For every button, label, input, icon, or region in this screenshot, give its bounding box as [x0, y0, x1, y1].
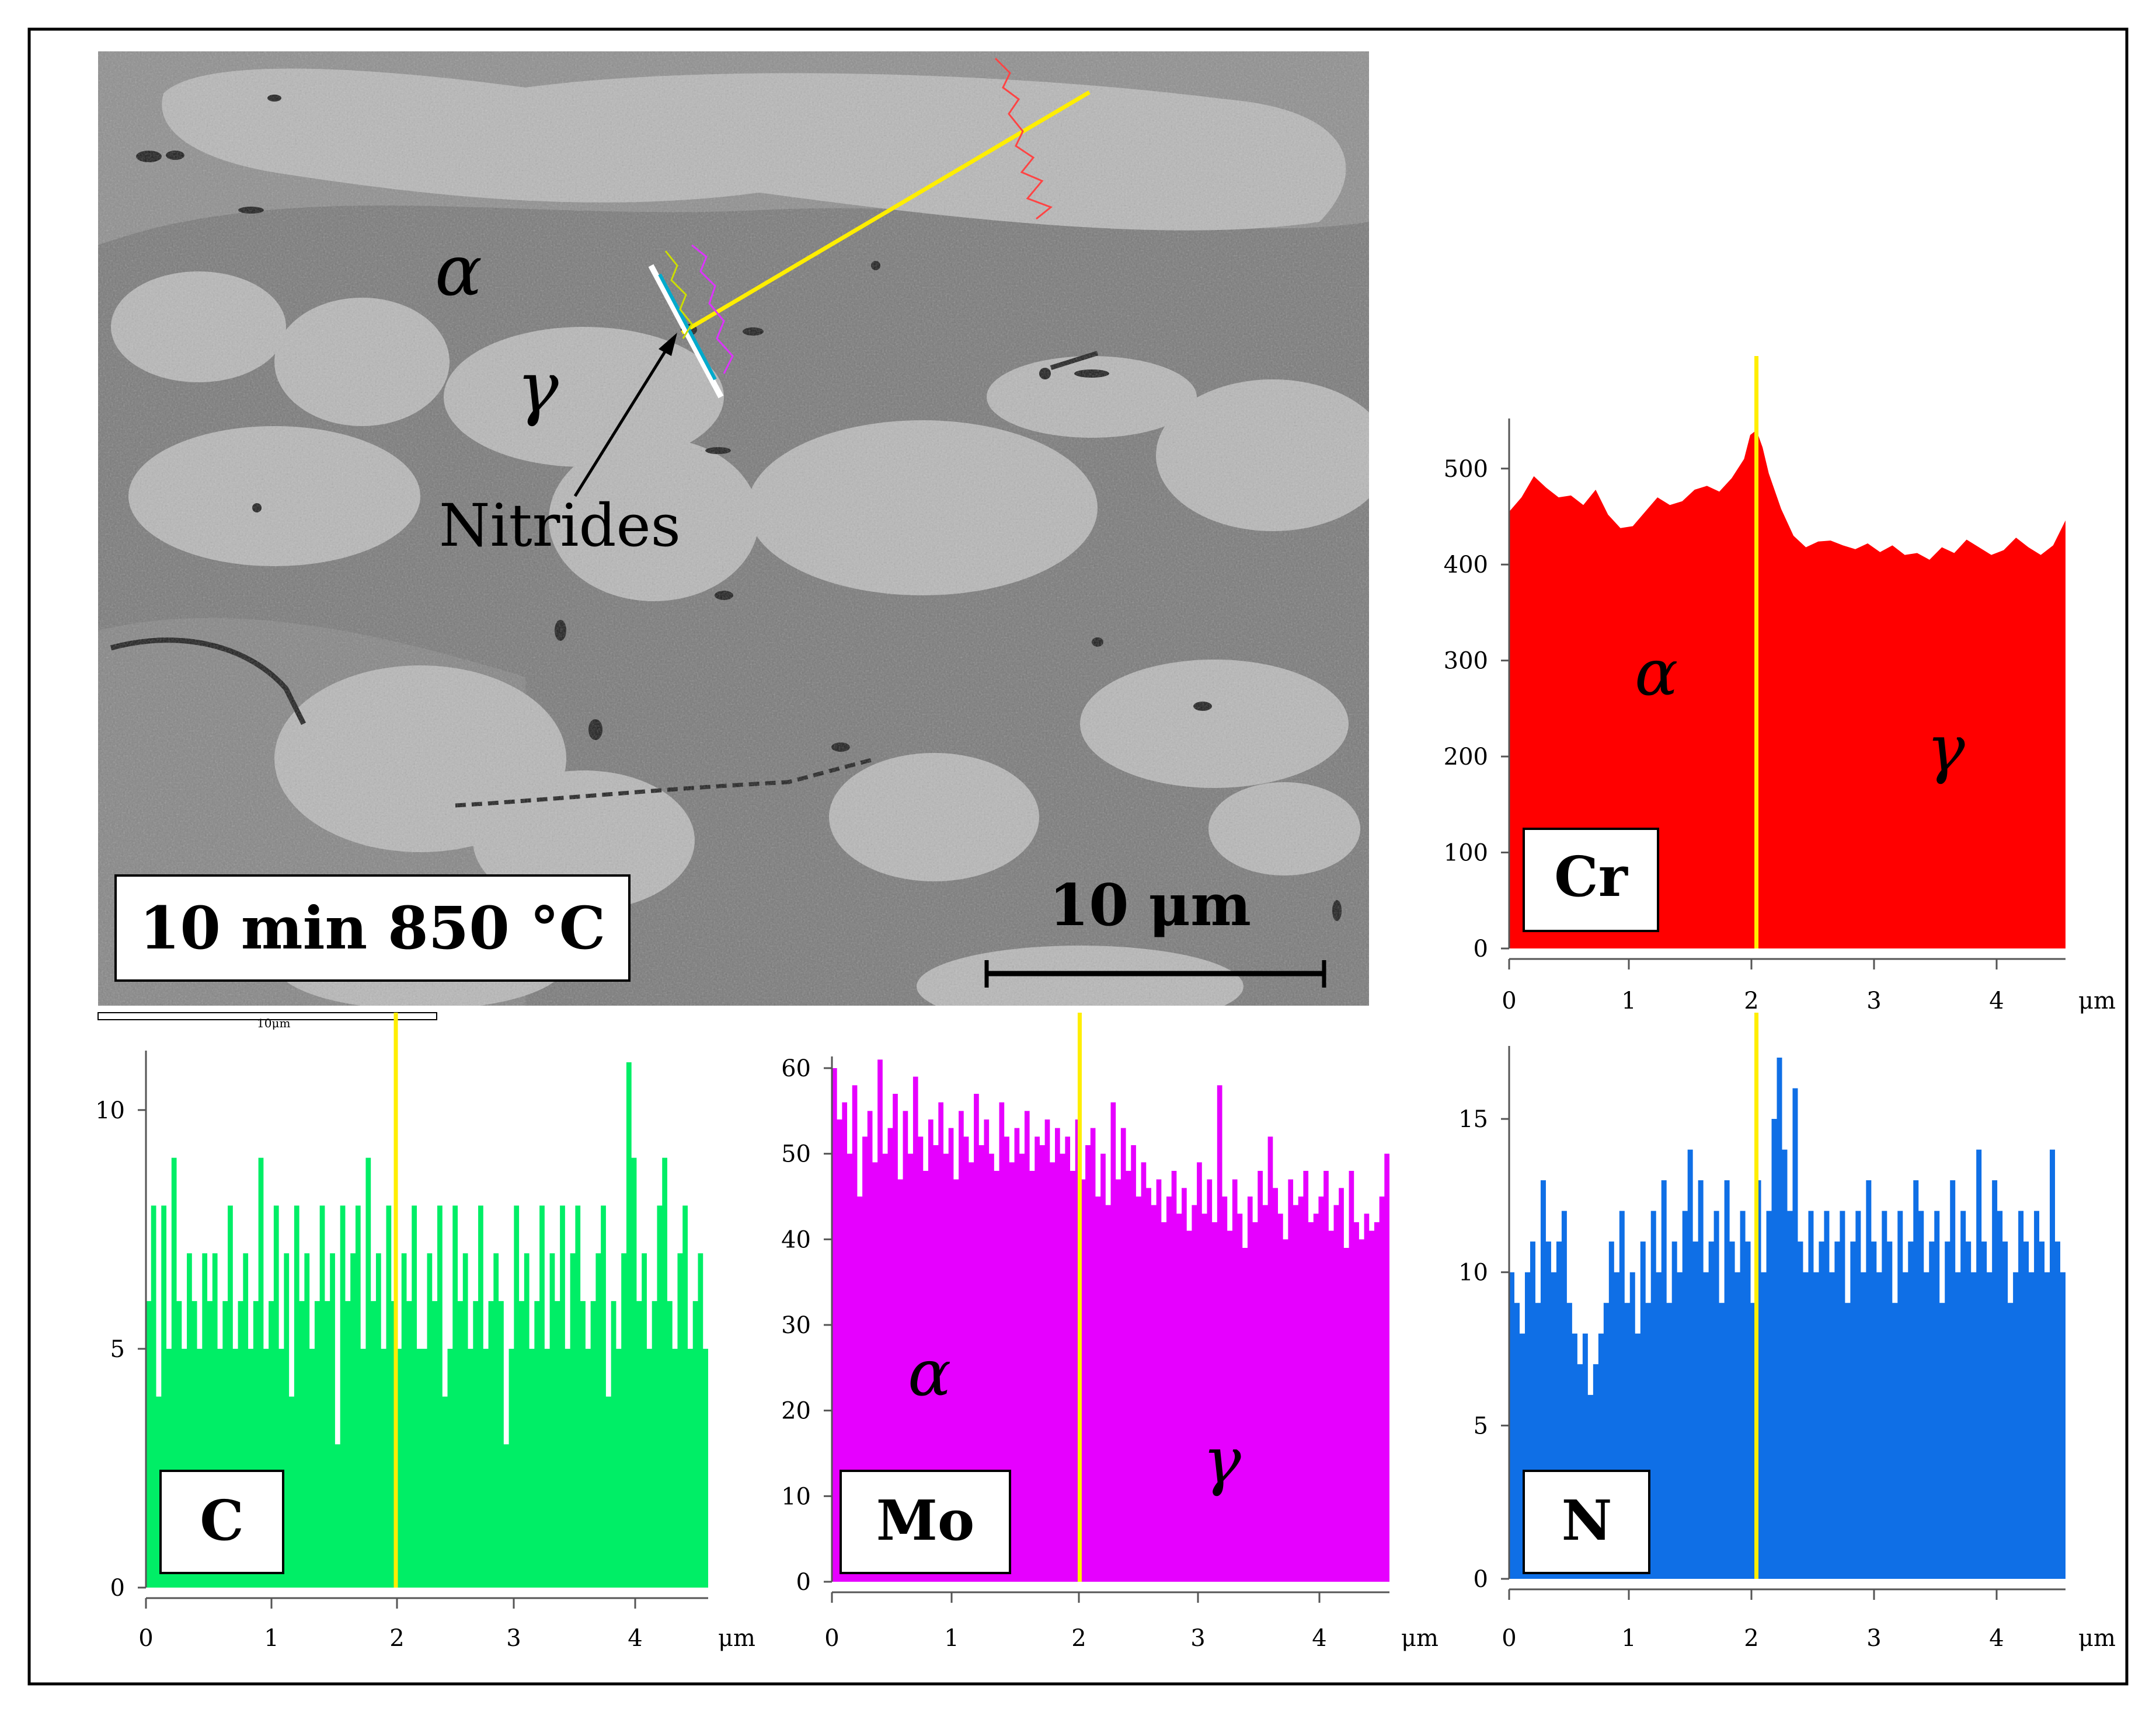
mo-y-tick-label: 0: [796, 1569, 811, 1596]
scale-bar: 10 μm: [984, 872, 1326, 988]
mo-y-tick-label: 50: [781, 1141, 811, 1168]
n-x-tick-label: 1: [1621, 1625, 1636, 1652]
c-x-tick-label: 4: [628, 1625, 642, 1652]
cr-y-tick-label: 400: [1444, 552, 1488, 578]
nitride-arrow: [573, 340, 673, 497]
cr-y-tick-label: 100: [1444, 840, 1488, 867]
cr-gamma-label: γ: [1927, 711, 1965, 786]
cr-y-tick-label: 500: [1444, 456, 1488, 483]
c-element-label: C: [200, 1488, 244, 1553]
mo-x-unit-label: μm: [1401, 1625, 1439, 1652]
c-x-unit-label: μm: [718, 1625, 755, 1652]
cr-x-unit-label: μm: [2078, 988, 2116, 1014]
nitrides-label: Nitrides: [439, 491, 681, 560]
mo-profile-trace: [691, 244, 734, 374]
c-x-tick-label: 1: [264, 1625, 278, 1652]
n-bar-series: [1509, 1058, 2066, 1579]
n-y-tick-label: 0: [1474, 1566, 1488, 1593]
c-y-tick-label: 5: [110, 1336, 125, 1363]
c-x-tick-label: 2: [389, 1625, 404, 1652]
cr-area-series: [1509, 430, 2066, 948]
mo-y-tick-label: 60: [781, 1055, 811, 1082]
n-x-tick-label: 2: [1744, 1625, 1758, 1652]
mo-x-tick-label: 2: [1071, 1625, 1086, 1652]
n-x-unit-label: μm: [2078, 1625, 2116, 1652]
cr-x-tick-label: 0: [1502, 988, 1516, 1014]
arrow-head-icon: [659, 333, 677, 356]
condition-label-box: 10 min 850 °C: [114, 874, 631, 982]
mo-bar-series: [832, 1059, 1389, 1582]
c-x-tick-label: 3: [506, 1625, 521, 1652]
scale-bar-label: 10 μm: [1049, 872, 1251, 939]
c-y-tick-label: 10: [95, 1097, 125, 1124]
cr-profile-trace: [994, 57, 1053, 220]
chart-cr: 0 100 200 300 400 500 0 1 2 3 4 μm α γ Cr: [1444, 356, 2116, 1014]
mo-alpha-label: α: [908, 1335, 951, 1410]
chart-mo: 0 10 20 30 40 50 60 0 1 2 3 4 μm α γ Mo: [781, 1013, 1439, 1652]
cr-y-tick-label: 200: [1444, 744, 1488, 770]
n-element-box: [1523, 1470, 1650, 1574]
cr-x-tick-label: 3: [1866, 988, 1881, 1014]
c-element-box: [159, 1470, 284, 1574]
chart-c: 0 5 10 0 1 2 3 4 μm C: [95, 1013, 755, 1652]
cr-x-tick-label: 1: [1621, 988, 1636, 1014]
cr-element-box: [1523, 828, 1659, 932]
mini-scale-label: 10μm: [257, 1016, 290, 1030]
mo-x-tick-label: 4: [1312, 1625, 1326, 1652]
mo-element-box: [840, 1470, 1011, 1574]
mo-y-tick-label: 30: [781, 1312, 811, 1339]
c-x-tick-label: 0: [138, 1625, 153, 1652]
scan-perpendicular-marker: [648, 264, 724, 399]
mo-x-tick-label: 3: [1190, 1625, 1205, 1652]
mo-element-label: Mo: [876, 1488, 975, 1553]
mo-y-tick-label: 40: [781, 1226, 811, 1253]
n-y-tick-label: 15: [1458, 1106, 1488, 1133]
c-y-tick-label: 0: [110, 1575, 125, 1602]
sem-micrograph: [98, 51, 1369, 1006]
cr-element-label: Cr: [1554, 845, 1629, 909]
n-x-tick-label: 4: [1989, 1625, 2004, 1652]
n-element-label: N: [1562, 1488, 1612, 1553]
cr-x-tick-label: 2: [1744, 988, 1758, 1014]
condition-label: 10 min 850 °C: [140, 894, 605, 962]
mo-y-tick-label: 10: [781, 1483, 811, 1510]
mo-x-tick-label: 1: [944, 1625, 959, 1652]
chart-n: 0 5 10 15 0 1 2 3 4 μm N: [1458, 1013, 2116, 1652]
n-x-tick-label: 3: [1866, 1625, 1881, 1652]
mo-y-tick-label: 20: [781, 1398, 811, 1425]
cr-alpha-label: α: [1635, 635, 1678, 710]
cr-x-tick-label: 4: [1989, 988, 2004, 1014]
mini-scale-bar: 10μm: [97, 1012, 437, 1030]
c-bar-series: [146, 1062, 708, 1588]
n-x-tick-label: 0: [1502, 1625, 1516, 1652]
mo-x-tick-label: 0: [824, 1625, 839, 1652]
c-profile-trace: [664, 250, 693, 339]
n-y-tick-label: 10: [1458, 1260, 1488, 1286]
cr-y-tick-label: 0: [1474, 936, 1488, 962]
alpha-phase-label: α: [435, 231, 482, 312]
gamma-phase-label: γ: [517, 347, 559, 428]
n-y-tick-label: 5: [1474, 1412, 1488, 1439]
cr-y-tick-label: 300: [1444, 648, 1488, 675]
mo-gamma-label: γ: [1203, 1423, 1241, 1498]
